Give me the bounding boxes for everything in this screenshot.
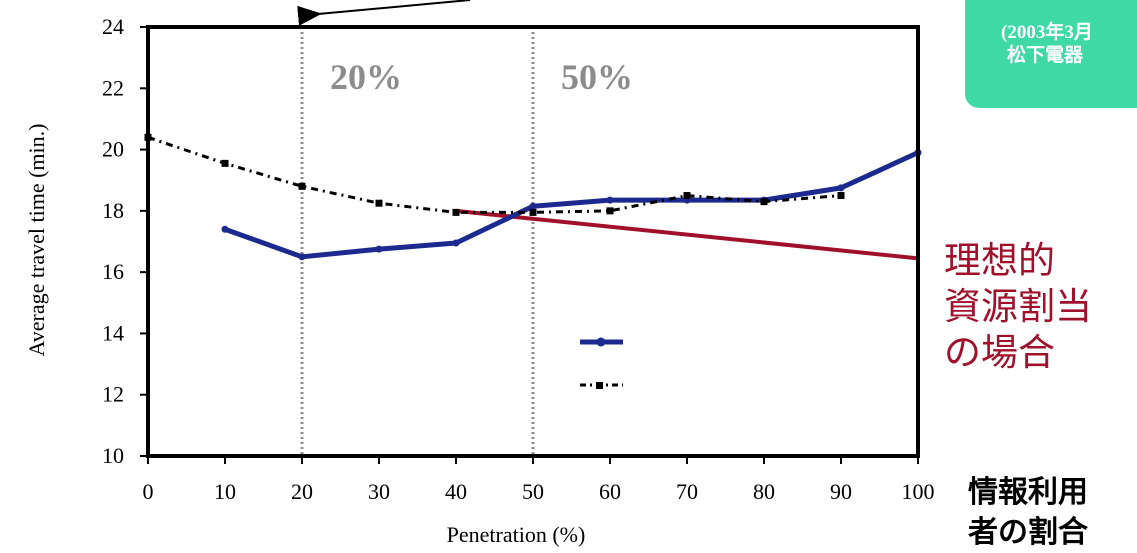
x-tick-label: 40 xyxy=(445,479,467,504)
x-tick-label: 100 xyxy=(902,479,935,504)
series-line-dashed xyxy=(147,135,842,214)
series-dashed-point xyxy=(375,199,383,207)
x-note-line-1: 情報利用 xyxy=(968,475,1088,510)
series-dashed-point xyxy=(606,207,614,215)
series-line-solid xyxy=(224,150,920,260)
ideal-allocation-line xyxy=(455,208,919,261)
ideal-label-line-3: の場合 xyxy=(944,331,1055,374)
series-solid-point xyxy=(606,196,614,204)
ideal-label-line-2: 資源割当 xyxy=(944,285,1092,328)
pointer-arrow xyxy=(297,0,471,26)
legend-marker-dashed xyxy=(596,382,603,389)
legend-marker-solid xyxy=(596,337,606,347)
series-dashed-point xyxy=(298,182,306,190)
x-tick-label: 60 xyxy=(599,479,621,504)
y-axis-title: Average travel time (min.) xyxy=(24,124,49,357)
source-badge: (2003年3月 松下電器 xyxy=(965,0,1137,108)
x-tick-label: 0 xyxy=(143,479,154,504)
ideal-label-line-1: 理想的 xyxy=(944,239,1055,282)
x-axis-title: Penetration (%) xyxy=(447,522,586,547)
x-tick-label: 70 xyxy=(676,479,698,504)
y-tick-label: 16 xyxy=(102,259,124,284)
badge-date: (2003年3月 xyxy=(1001,22,1093,43)
y-tick-label: 24 xyxy=(102,14,124,39)
series-dashed-point xyxy=(760,198,768,206)
y-tick-label: 10 xyxy=(102,443,124,468)
series-solid-point xyxy=(529,202,537,210)
legend xyxy=(580,337,623,389)
series-dashed-point xyxy=(452,208,460,216)
x-tick-label: 80 xyxy=(753,479,775,504)
x-tick-label: 90 xyxy=(830,479,852,504)
x-tick-label: 30 xyxy=(368,479,390,504)
x-note-line-2: 者の割合 xyxy=(968,515,1088,550)
y-tick-label: 22 xyxy=(102,75,124,100)
badge-company: 松下電器 xyxy=(1007,44,1084,66)
x-tick-label: 50 xyxy=(522,479,544,504)
y-tick-label: 20 xyxy=(102,137,124,162)
series-solid-point xyxy=(298,253,306,261)
series-solid-point xyxy=(221,225,229,233)
x-tick-label: 20 xyxy=(291,479,313,504)
ideal-allocation-label: 理想的 資源割当 の場合 xyxy=(944,238,1092,376)
series-dashed-point xyxy=(529,208,537,216)
series-dashed-point xyxy=(683,192,691,200)
y-tick-label: 18 xyxy=(102,198,124,223)
x-tick-label: 10 xyxy=(214,479,236,504)
series-solid-point xyxy=(837,184,845,192)
y-tick-label: 12 xyxy=(102,382,124,407)
series-dashed-point xyxy=(221,159,229,167)
series-solid-point xyxy=(452,239,460,247)
x-axis-note: 情報利用 者の割合 xyxy=(968,473,1088,553)
reference-label-20: 20% xyxy=(330,57,402,97)
y-tick-label: 14 xyxy=(102,320,124,345)
series-solid-point xyxy=(375,245,383,253)
reference-label-50: 50% xyxy=(561,57,633,97)
series-dashed-point xyxy=(837,192,845,200)
